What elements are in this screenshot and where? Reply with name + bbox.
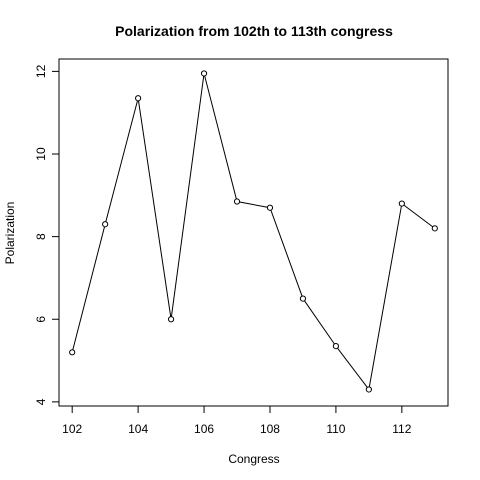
series-points	[69, 70, 438, 393]
data-point-110	[332, 343, 340, 350]
data-point-102	[69, 349, 76, 356]
data-point-112	[398, 200, 405, 207]
x-tick-label-102: 102	[62, 422, 82, 436]
chart-title: Polarization from 102th to 113th congres…	[115, 23, 393, 39]
x-axis: 102 104 106 108 110 112	[62, 405, 412, 436]
x-tick-label-110: 110	[326, 422, 345, 436]
data-point-111	[365, 386, 372, 393]
y-tick-label-6: 6	[34, 316, 48, 323]
y-axis: 4 6 8 10 12	[34, 64, 60, 405]
y-tick-label-8: 8	[34, 233, 48, 240]
y-tick-label-4: 4	[34, 398, 48, 405]
y-tick-label-12: 12	[34, 64, 48, 78]
data-point-106	[200, 70, 208, 77]
data-point-104	[135, 95, 142, 102]
y-axis-label: Polarization	[3, 202, 17, 265]
data-point-103	[102, 221, 109, 228]
data-point-109	[299, 295, 307, 302]
data-point-105	[167, 316, 175, 323]
x-axis-label: Congress	[228, 452, 279, 466]
y-tick-label-10: 10	[34, 147, 48, 161]
plot-area-border	[58, 58, 449, 407]
series-line	[71, 73, 436, 391]
x-tick-label-112: 112	[392, 422, 411, 436]
data-point-108	[266, 204, 274, 211]
x-tick-label-106: 106	[194, 422, 214, 436]
x-tick-label-108: 108	[260, 422, 280, 436]
x-tick-label-104: 104	[128, 422, 148, 436]
data-point-113	[431, 225, 438, 232]
data-point-107	[233, 198, 241, 205]
